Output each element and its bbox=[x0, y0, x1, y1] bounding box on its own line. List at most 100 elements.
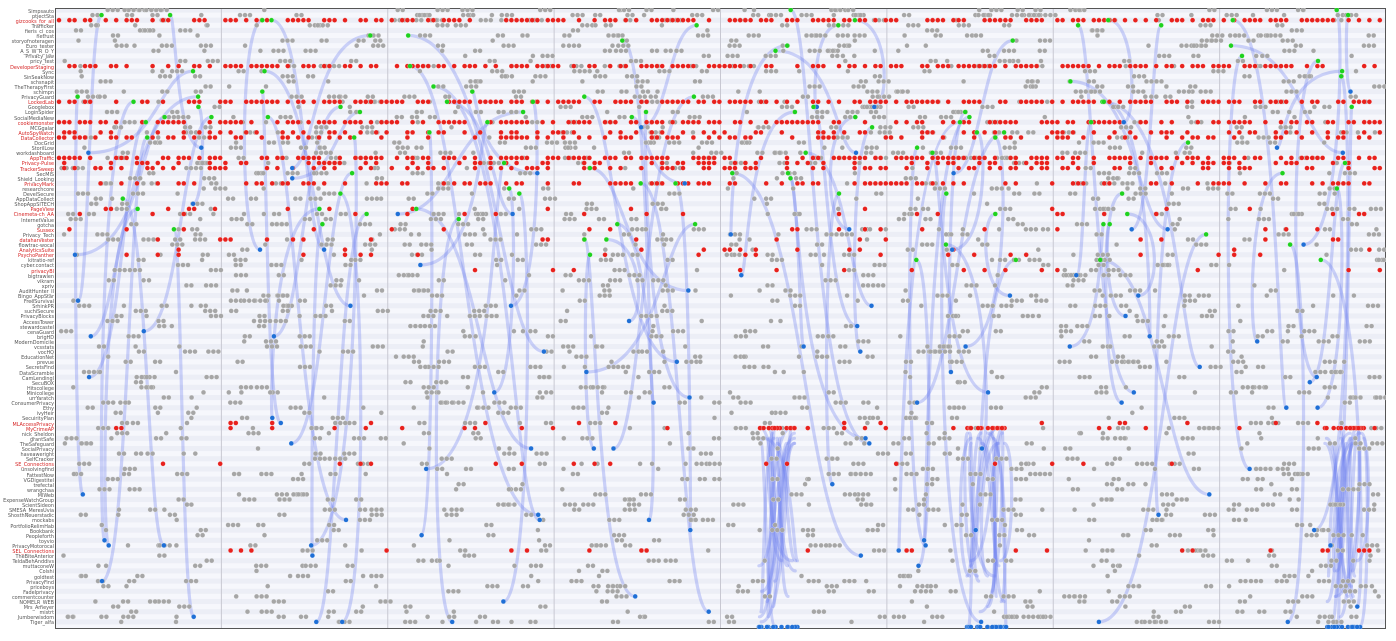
default-node bbox=[1136, 73, 1142, 79]
default-node bbox=[1270, 196, 1276, 202]
default-node bbox=[242, 43, 248, 49]
default-node bbox=[342, 94, 349, 100]
default-node bbox=[1282, 609, 1289, 615]
default-node bbox=[1167, 94, 1174, 100]
default-node bbox=[1267, 140, 1273, 146]
default-node bbox=[1226, 262, 1232, 268]
flow-path bbox=[639, 181, 711, 614]
default-node bbox=[370, 94, 376, 100]
flagged-node bbox=[123, 17, 130, 23]
default-node bbox=[948, 145, 954, 151]
default-node bbox=[875, 527, 881, 533]
default-node bbox=[1084, 323, 1090, 329]
default-node bbox=[625, 43, 631, 49]
default-node bbox=[1028, 394, 1034, 401]
default-node bbox=[314, 140, 320, 146]
default-node bbox=[780, 48, 786, 54]
default-node bbox=[790, 185, 796, 192]
default-node bbox=[411, 359, 417, 365]
default-node bbox=[1253, 53, 1259, 59]
default-node bbox=[302, 333, 308, 339]
flagged-node bbox=[175, 63, 182, 69]
default-node bbox=[238, 262, 244, 268]
default-node bbox=[328, 216, 334, 222]
row-label: ShosthNeuerstadic bbox=[7, 513, 54, 520]
default-node bbox=[203, 43, 209, 49]
default-node bbox=[1224, 191, 1231, 197]
default-node bbox=[703, 451, 709, 457]
default-node bbox=[1337, 502, 1344, 508]
flagged-node bbox=[576, 99, 582, 105]
default-node bbox=[806, 83, 813, 90]
default-node bbox=[948, 114, 954, 120]
default-node bbox=[205, 58, 211, 64]
default-node bbox=[520, 583, 526, 589]
flagged-node bbox=[1085, 99, 1092, 105]
default-node bbox=[993, 456, 1000, 462]
default-node bbox=[1277, 32, 1284, 39]
default-node bbox=[1044, 99, 1050, 105]
default-node bbox=[378, 507, 385, 513]
default-node bbox=[407, 603, 414, 610]
default-node bbox=[311, 170, 317, 176]
flagged-node bbox=[1033, 17, 1040, 23]
default-node bbox=[400, 145, 406, 151]
default-node bbox=[990, 558, 996, 564]
default-node bbox=[684, 476, 690, 482]
default-node bbox=[179, 242, 185, 248]
default-node bbox=[623, 389, 629, 396]
default-node bbox=[411, 405, 417, 411]
default-node bbox=[682, 343, 688, 350]
default-node bbox=[709, 140, 715, 146]
flagged-node bbox=[560, 99, 567, 105]
default-node bbox=[368, 573, 375, 579]
default-node bbox=[493, 257, 499, 263]
default-node bbox=[871, 262, 878, 268]
default-node bbox=[658, 206, 664, 212]
flagged-node bbox=[1002, 99, 1009, 105]
default-node bbox=[460, 12, 466, 18]
default-node bbox=[1107, 257, 1113, 263]
row-label: CamLendingl bbox=[22, 375, 54, 382]
default-node bbox=[738, 425, 744, 431]
default-node bbox=[210, 58, 216, 64]
default-node bbox=[269, 609, 275, 615]
default-node bbox=[769, 476, 776, 482]
default-node bbox=[318, 129, 324, 136]
default-node bbox=[579, 435, 586, 441]
default-node bbox=[1242, 114, 1248, 120]
default-node bbox=[618, 88, 625, 95]
default-node bbox=[1317, 614, 1323, 620]
default-node bbox=[511, 502, 518, 508]
flagged-node bbox=[742, 17, 749, 23]
default-node bbox=[307, 196, 314, 202]
default-node bbox=[198, 165, 204, 171]
default-node bbox=[638, 83, 645, 90]
default-node bbox=[1330, 619, 1337, 625]
flagged-node bbox=[358, 119, 364, 125]
flagged-node bbox=[326, 63, 333, 69]
default-node bbox=[1015, 58, 1021, 64]
row-label: nick_Sheldon bbox=[21, 431, 54, 438]
flow-path bbox=[1100, 100, 1202, 369]
default-node bbox=[1019, 298, 1025, 304]
default-node bbox=[331, 609, 337, 615]
flagged-node bbox=[311, 99, 317, 105]
default-node bbox=[1013, 466, 1020, 472]
default-node bbox=[99, 522, 105, 528]
default-node bbox=[1028, 293, 1034, 299]
default-node bbox=[495, 502, 501, 508]
default-node bbox=[1123, 124, 1129, 130]
flagged-node bbox=[747, 63, 754, 69]
default-node bbox=[841, 43, 847, 49]
default-node bbox=[1097, 303, 1103, 309]
default-node bbox=[538, 563, 544, 569]
flagged-node bbox=[342, 63, 348, 69]
flagged-node bbox=[555, 99, 561, 105]
default-node bbox=[633, 83, 640, 90]
row-label: PsychoPanther bbox=[18, 253, 54, 260]
row-label: SelfCracker bbox=[26, 457, 54, 464]
default-node bbox=[808, 226, 815, 232]
default-node bbox=[813, 226, 820, 232]
default-node bbox=[875, 451, 881, 457]
